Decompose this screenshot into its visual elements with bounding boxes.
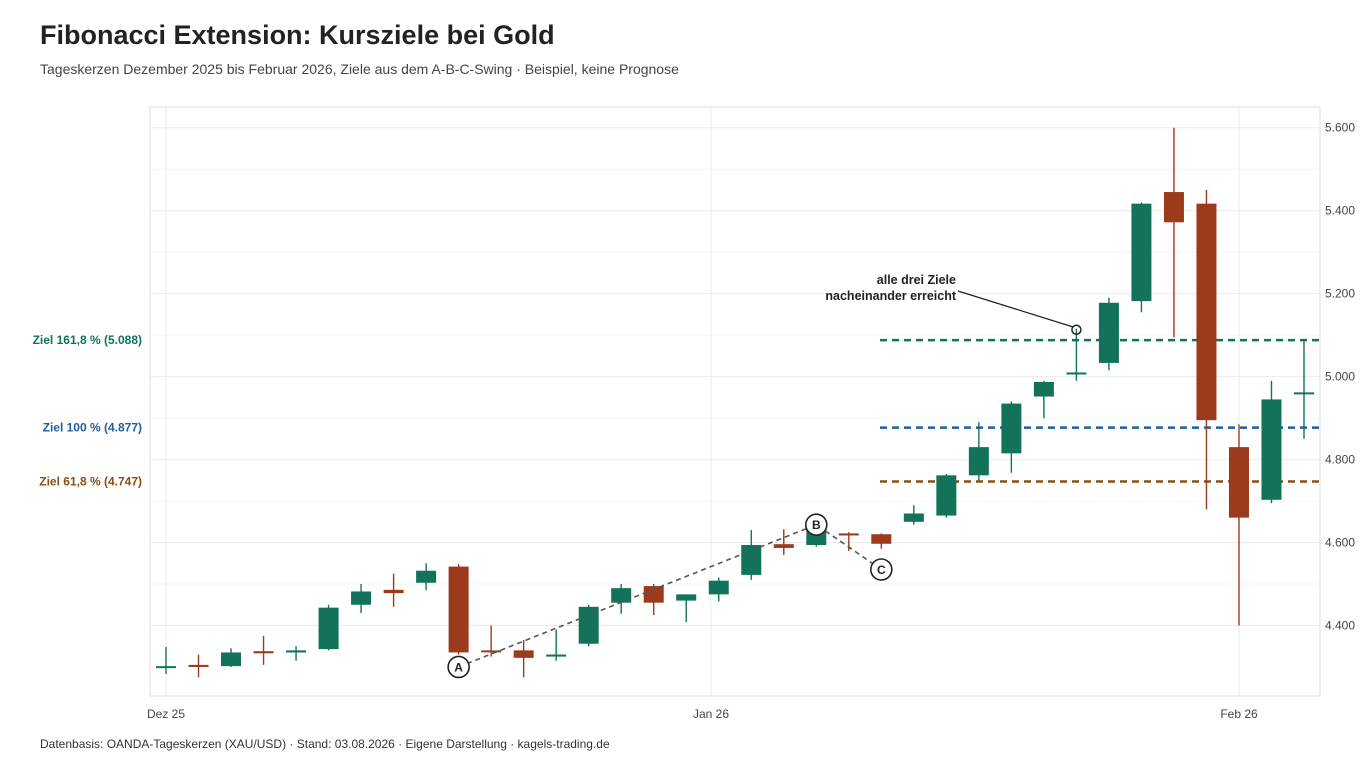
annotation-text-line: alle drei Ziele: [877, 273, 956, 287]
candle-body: [838, 533, 859, 536]
x-tick-label: Jan 26: [693, 707, 729, 721]
y-axis: 4.400 4.600 4.800 5.000 5.200 5.400 5.600: [1325, 121, 1355, 633]
candle-body: [968, 447, 989, 476]
y-tick-label: 5.600: [1325, 121, 1355, 135]
annotation-leader: [957, 290, 1073, 328]
x-tick-label: Dez 25: [147, 707, 185, 721]
candle-body: [1228, 447, 1249, 518]
candle-body: [351, 591, 372, 605]
candle-body: [416, 570, 437, 583]
candle-body: [676, 594, 697, 601]
y-tick-label: 5.000: [1325, 370, 1355, 384]
candle-body: [286, 650, 307, 653]
candle-body: [383, 589, 404, 594]
swing-line: [458, 523, 882, 668]
candle-body: [871, 534, 892, 544]
candle-body: [578, 606, 599, 644]
candle-body: [546, 654, 567, 657]
candle-body: [513, 650, 534, 658]
x-tick-label: Feb 26: [1220, 707, 1258, 721]
candle-body: [741, 545, 762, 575]
chart-caption: Datenbasis: OANDA-Tageskerzen (XAU/USD) …: [40, 737, 610, 751]
plot-panel: [149, 106, 1321, 697]
candle-body: [1196, 203, 1217, 421]
candle-body: [903, 513, 924, 522]
swing-point-A: [447, 655, 470, 679]
candle-body: [221, 652, 242, 667]
y-tick-label: 4.600: [1325, 536, 1355, 550]
candle-body: [773, 544, 794, 548]
candle-body: [1163, 192, 1184, 223]
candle-body: [1033, 382, 1054, 397]
candle-body: [936, 475, 957, 516]
candle-body: [1131, 203, 1152, 302]
candle-body: [611, 588, 632, 603]
swing-path: A B C: [447, 513, 893, 679]
candle-body: [448, 566, 469, 653]
chart-subtitle: Tageskerzen Dezember 2025 bis Februar 20…: [40, 61, 679, 77]
y-tick-label: 4.800: [1325, 453, 1355, 467]
y-tick-label: 5.400: [1325, 204, 1355, 218]
candle-body: [318, 607, 339, 650]
swing-label-C: C: [877, 563, 886, 577]
target-label-0: Ziel 161,8 % (5.088): [33, 333, 142, 347]
candle-body: [1294, 392, 1314, 395]
candle-body: [188, 664, 209, 667]
candle-body: [1001, 403, 1022, 454]
candle-body: [253, 651, 274, 654]
candle-body: [1098, 302, 1119, 363]
candle-body: [1261, 399, 1282, 500]
annotation: alle drei Ziele nacheinander erreicht: [825, 273, 1082, 335]
x-axis: Dez 25 Jan 26 Feb 26: [147, 707, 1258, 721]
candle-body: [708, 580, 729, 595]
candle-body: [156, 666, 176, 669]
annotation-marker: [1071, 324, 1082, 335]
y-tick-label: 5.200: [1325, 287, 1355, 301]
y-tick-label: 4.400: [1325, 618, 1355, 632]
swing-point-C: [870, 558, 893, 581]
gridlines: [150, 107, 1320, 696]
candle-body: [1066, 372, 1087, 375]
swing-point-B: [804, 513, 828, 536]
candle-body: [481, 650, 502, 653]
target-label-2: Ziel 61,8 % (4.747): [39, 475, 142, 489]
swing-label-A: A: [454, 660, 463, 674]
chart-title: Fibonacci Extension: Kursziele bei Gold: [40, 20, 555, 50]
annotation-text-line: nacheinander erreicht: [825, 289, 956, 303]
target-label-1: Ziel 100 % (4.877): [43, 421, 142, 435]
swing-label-B: B: [812, 518, 821, 532]
candle-body: [643, 586, 664, 603]
